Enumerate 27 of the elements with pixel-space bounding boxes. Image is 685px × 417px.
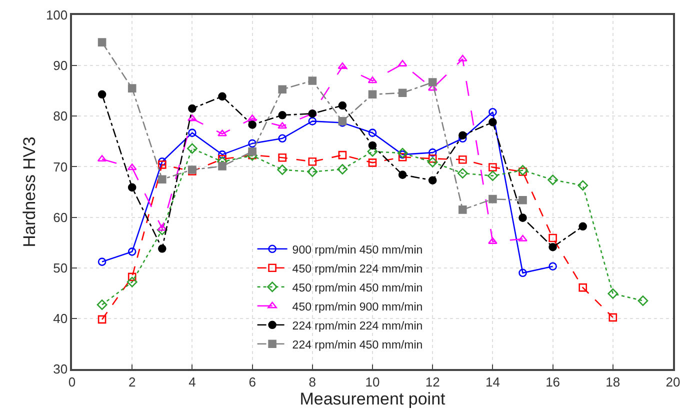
y-tick-label: 50 [53,260,68,276]
x-tick-label: 14 [485,374,500,390]
x-tick-label: 10 [365,374,380,390]
y-tick-label: 80 [53,108,68,124]
legend-label: 224 rpm/min 450 mm/min [292,339,423,352]
y-axis-title: Hardness HV3 [20,136,39,248]
x-tick-label: 18 [606,374,620,390]
legend-label: 224 rpm/min 224 mm/min [292,320,423,332]
y-tick-label: 60 [53,210,68,225]
x-tick-label: 20 [666,374,680,390]
legend-label: 450 rpm/min 224 mm/min [292,263,423,276]
x-axis-title: Measurement point [300,389,446,408]
y-tick-label: 100 [46,8,68,23]
legend-label: 900 rpm/min 450 mm/min [292,244,423,256]
x-tick-label: 4 [188,374,196,390]
y-tick-label: 30 [53,362,68,377]
y-tick-label: 40 [53,310,68,326]
x-tick-label: 16 [546,374,560,390]
legend-label: 450 rpm/min 900 mm/min [292,301,423,314]
x-tick-label: 6 [248,374,256,390]
x-tick-label: 2 [128,374,136,390]
y-tick-label: 70 [53,159,68,174]
x-tick-label: 12 [425,374,440,390]
y-tick-label: 90 [53,58,68,74]
legend-label: 450 rpm/min 450 mm/min [292,282,423,294]
x-tick-label: 8 [308,374,316,390]
x-tick-label: 0 [68,374,76,390]
